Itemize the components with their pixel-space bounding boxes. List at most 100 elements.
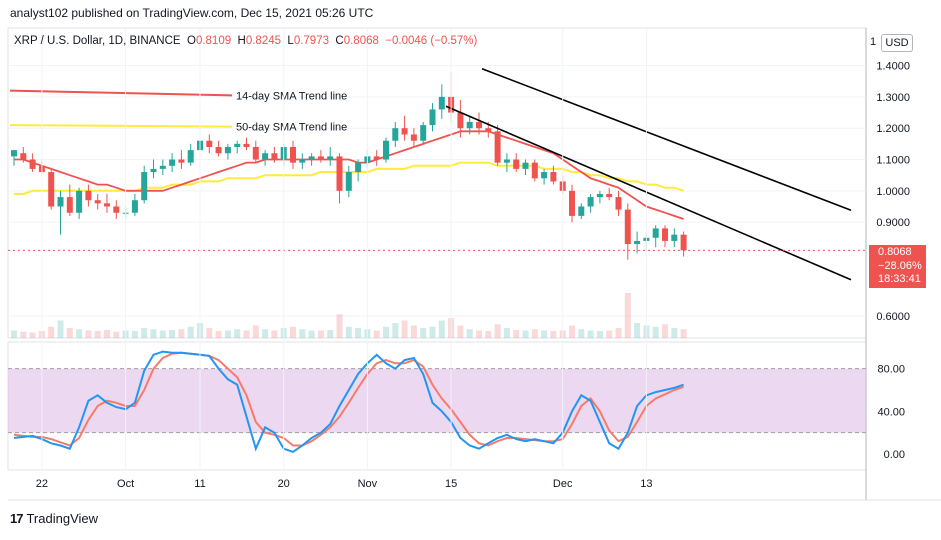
volume-bar: [671, 328, 678, 338]
candle-body: [234, 143, 241, 147]
stoch-tick-label: 80.00: [877, 364, 905, 376]
publisher-line: analyst102 published on TradingView.com,…: [10, 6, 374, 20]
candle-body: [652, 228, 659, 238]
volume-bar: [550, 331, 557, 338]
candle-body: [308, 156, 315, 160]
volume-bar: [503, 328, 510, 338]
price-tick-label: 1.1000: [876, 155, 910, 167]
change-value: −0.0046 (−0.57%): [385, 35, 478, 47]
candle-body: [494, 131, 501, 163]
candle-body: [373, 156, 380, 160]
candle-body: [587, 197, 594, 207]
volume-bar: [596, 331, 603, 338]
volume-bar: [29, 332, 36, 338]
volume-bar: [522, 330, 529, 338]
volume-bar: [634, 323, 641, 338]
open-value: 0.8109: [195, 35, 232, 47]
candle-body: [141, 172, 148, 201]
volume-bar: [345, 326, 352, 338]
candle-body: [85, 190, 92, 201]
candle-body: [569, 190, 575, 216]
volume-bar: [234, 329, 241, 338]
open-label: O: [186, 35, 196, 47]
volume-bar: [262, 329, 269, 338]
price-tick-label: 1.3000: [876, 92, 910, 104]
candle-body: [299, 159, 306, 163]
volume-bar: [485, 331, 492, 338]
candle-body: [104, 203, 110, 207]
channel-lower-line: [445, 105, 852, 281]
candle-body: [606, 193, 613, 198]
price-tick-label: 0.9000: [876, 217, 910, 229]
symbol-legend: XRP / U.S. Dollar, 1D, BINANCE O0.8109 H…: [14, 35, 477, 47]
candle-body: [615, 197, 622, 210]
candle-body: [262, 153, 269, 160]
high-label: H: [237, 35, 246, 47]
candle-body: [392, 128, 399, 141]
volume-bar: [48, 326, 55, 338]
candle-body: [522, 162, 529, 169]
volume-bar: [513, 330, 520, 338]
sma50-annotation-line: [9, 124, 233, 128]
candle-body: [438, 96, 445, 110]
candle-body: [457, 112, 464, 129]
sma50-annotation-label: 50-day SMA Trend line: [236, 122, 347, 134]
stoch-tick-label: 40.00: [877, 406, 905, 418]
time-tick-label: Oct: [117, 478, 134, 490]
candle-body: [383, 140, 389, 160]
time-tick-label: 15: [445, 478, 457, 490]
volume-bar: [159, 330, 166, 338]
footer-branding[interactable]: 17 TradingView: [10, 511, 98, 526]
candle-body: [20, 153, 27, 160]
candle-body: [550, 172, 557, 182]
brand-name: TradingView: [26, 511, 99, 526]
volume-bar: [20, 331, 27, 338]
volume-bar: [652, 326, 659, 338]
candle-body: [66, 197, 73, 213]
candle-body: [76, 190, 83, 213]
tradingview-logo-icon: 17: [10, 511, 24, 526]
volume-bar: [420, 328, 427, 338]
candle-body: [420, 125, 427, 141]
price-tick-label: 0.6000: [876, 311, 910, 323]
price-tick-label: 1.0000: [876, 186, 910, 198]
candle-body: [624, 209, 631, 245]
candle-body: [290, 146, 296, 163]
volume-bar: [587, 330, 594, 338]
volume-bar: [336, 314, 343, 338]
sma14-annotation-line: [9, 89, 233, 97]
volume-bar: [94, 331, 101, 338]
volume-bar: [457, 325, 464, 338]
candle-body: [345, 172, 352, 191]
candle-body: [596, 193, 603, 198]
candle-body: [29, 159, 36, 169]
volume-bar: [476, 330, 482, 338]
candle-body: [206, 140, 213, 147]
volume-bar: [243, 330, 250, 338]
volume-bar: [308, 330, 315, 338]
candle-body: [634, 240, 641, 245]
volume-bar: [438, 320, 445, 338]
currency-button[interactable]: USD: [881, 34, 913, 52]
volume-bar: [410, 325, 417, 338]
volume-bar: [541, 330, 548, 338]
stoch-tick-label: 0.00: [884, 449, 905, 461]
candle-body: [224, 146, 231, 154]
candle-body: [271, 153, 278, 160]
price-tick-label: 1.2000: [876, 123, 910, 135]
volume-bar: [57, 320, 64, 338]
candle-body: [159, 165, 166, 169]
volume-bar: [606, 330, 613, 338]
volume-bar: [104, 330, 110, 338]
volume-bar: [401, 320, 408, 338]
last-price: 0.8068: [878, 246, 912, 258]
volume-bar: [327, 330, 334, 338]
volume-bar: [169, 330, 176, 338]
candle-body: [578, 206, 585, 216]
volume-bar: [76, 329, 83, 338]
volume-bar: [206, 328, 213, 338]
volume-bar: [11, 330, 17, 338]
volume-bar: [624, 293, 631, 338]
volume-bar: [252, 325, 259, 338]
